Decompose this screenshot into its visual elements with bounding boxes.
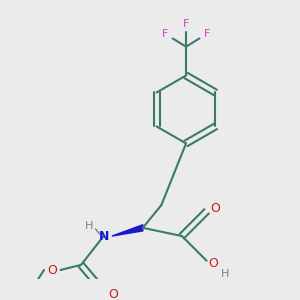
Text: O: O [210,202,220,215]
Text: F: F [203,29,210,39]
Text: F: F [183,19,189,29]
Text: F: F [162,29,169,39]
Text: N: N [98,230,109,243]
Text: O: O [47,263,57,277]
Text: H: H [85,221,94,231]
Polygon shape [112,225,143,236]
Text: H: H [221,269,229,279]
Text: O: O [108,288,118,300]
Text: O: O [208,257,218,270]
